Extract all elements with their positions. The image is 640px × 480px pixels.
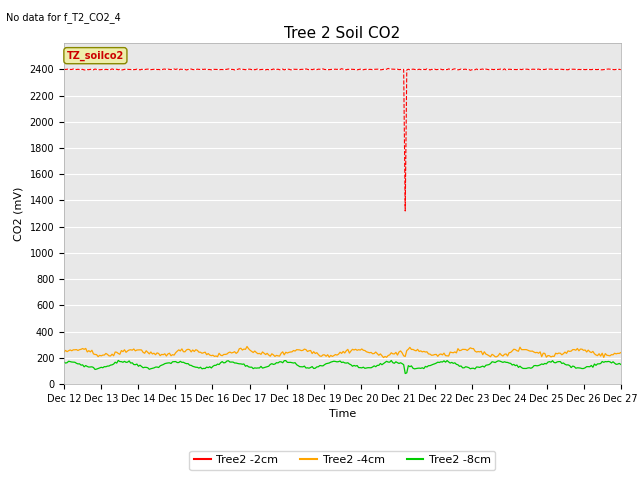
Tree2 -2cm (303, 66, 311, 72)
Tree2 -2cm (617, 67, 625, 72)
Tree2 -4cm (60, 349, 68, 355)
Tree2 -4cm (243, 344, 251, 349)
Tree2 -8cm (60, 359, 68, 365)
Tree2 -4cm (380, 355, 387, 360)
Line: Tree2 -4cm: Tree2 -4cm (64, 347, 621, 358)
Text: No data for f_T2_CO2_4: No data for f_T2_CO2_4 (6, 12, 121, 23)
Tree2 -2cm (384, 66, 392, 72)
Tree2 -8cm (130, 361, 138, 367)
Tree2 -2cm (401, 208, 409, 214)
Tree2 -2cm (589, 66, 596, 72)
Tree2 -4cm (305, 348, 313, 354)
Tree2 -2cm (129, 67, 136, 72)
Tree2 -4cm (246, 348, 254, 353)
Tree2 -2cm (254, 66, 262, 72)
Tree2 -8cm (115, 358, 122, 363)
Tree2 -4cm (589, 348, 596, 354)
Tree2 -8cm (228, 359, 236, 365)
Line: Tree2 -2cm: Tree2 -2cm (64, 69, 621, 211)
Tree2 -8cm (401, 371, 409, 376)
Tree2 -2cm (244, 66, 252, 72)
Title: Tree 2 Soil CO2: Tree 2 Soil CO2 (284, 25, 401, 41)
Tree2 -4cm (226, 349, 234, 355)
Text: TZ_soilco2: TZ_soilco2 (67, 50, 124, 61)
Line: Tree2 -8cm: Tree2 -8cm (64, 360, 621, 373)
Tree2 -4cm (129, 348, 136, 353)
Tree2 -4cm (617, 350, 625, 356)
Tree2 -8cm (589, 364, 596, 370)
Tree2 -8cm (617, 361, 625, 367)
X-axis label: Time: Time (329, 409, 356, 419)
Legend: Tree2 -2cm, Tree2 -4cm, Tree2 -8cm: Tree2 -2cm, Tree2 -4cm, Tree2 -8cm (189, 451, 495, 470)
Tree2 -8cm (305, 365, 313, 371)
Tree2 -8cm (246, 364, 254, 370)
Tree2 -4cm (255, 350, 263, 356)
Tree2 -2cm (60, 66, 68, 72)
Tree2 -8cm (255, 365, 263, 371)
Tree2 -2cm (226, 67, 234, 72)
Y-axis label: CO2 (mV): CO2 (mV) (14, 186, 24, 241)
